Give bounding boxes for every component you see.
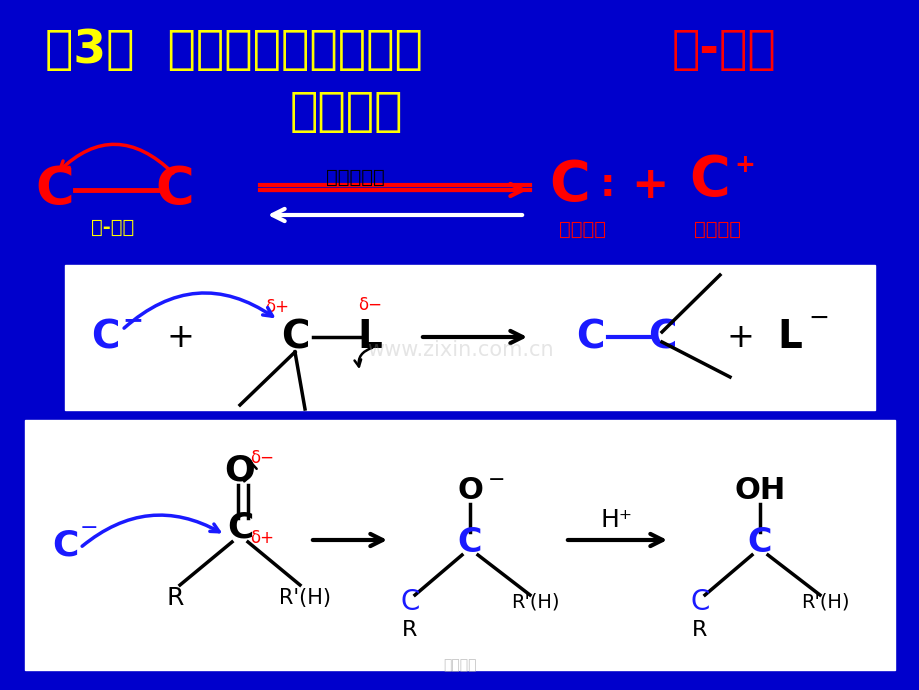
Text: R: R — [402, 620, 417, 640]
FancyArrowPatch shape — [60, 144, 173, 173]
Text: C: C — [400, 588, 419, 616]
Text: 碳-碳键: 碳-碳键 — [671, 28, 776, 73]
Text: 碳亲电体: 碳亲电体 — [694, 220, 741, 239]
Text: 形成方法: 形成方法 — [289, 90, 403, 135]
Text: R: R — [692, 620, 707, 640]
Text: 第3章  基于金属有机试剂的: 第3章 基于金属有机试剂的 — [45, 28, 423, 73]
Text: C: C — [549, 158, 590, 212]
Text: :: : — [599, 166, 615, 204]
Text: O: O — [457, 475, 482, 504]
Text: C: C — [689, 588, 709, 616]
Text: C: C — [647, 318, 675, 356]
Text: 可编辑版: 可编辑版 — [443, 658, 476, 672]
FancyArrowPatch shape — [82, 515, 219, 546]
Bar — [65, 265, 874, 410]
Text: C: C — [91, 318, 119, 356]
Text: C: C — [155, 164, 194, 216]
Text: −: − — [487, 470, 505, 490]
Text: δ−: δ− — [250, 449, 274, 467]
Text: C: C — [36, 164, 74, 216]
Text: −: − — [807, 306, 828, 330]
Text: +: + — [166, 320, 194, 353]
Text: −: − — [80, 518, 98, 538]
Text: C: C — [747, 526, 771, 558]
FancyArrowPatch shape — [244, 463, 256, 482]
Text: +: + — [630, 164, 668, 206]
Text: C: C — [280, 318, 309, 356]
Text: H⁺: H⁺ — [600, 508, 632, 532]
Text: R: R — [166, 586, 184, 610]
FancyArrowPatch shape — [354, 348, 372, 366]
Text: C: C — [227, 511, 253, 545]
Text: R'(H): R'(H) — [510, 593, 559, 611]
Text: C: C — [575, 318, 604, 356]
Text: +: + — [733, 153, 754, 177]
Text: L: L — [777, 318, 801, 356]
Text: δ+: δ+ — [265, 298, 289, 316]
Text: C: C — [689, 153, 730, 207]
Text: OH: OH — [733, 475, 785, 504]
Text: δ+: δ+ — [250, 529, 274, 547]
Text: 2: 2 — [882, 654, 894, 672]
FancyArrowPatch shape — [124, 293, 272, 328]
Text: O: O — [224, 453, 255, 487]
Text: www.zixin.com.cn: www.zixin.com.cn — [367, 340, 552, 360]
Text: +: + — [725, 320, 753, 353]
Text: −: − — [122, 308, 142, 332]
Text: R'(H): R'(H) — [800, 593, 848, 611]
Text: 碳-碳键: 碳-碳键 — [91, 218, 134, 237]
Text: C: C — [51, 528, 78, 562]
Text: R'(H): R'(H) — [278, 588, 331, 608]
Text: C: C — [458, 526, 482, 558]
Text: δ−: δ− — [357, 296, 381, 314]
Text: L: L — [357, 318, 382, 356]
Text: 离子型切断: 离子型切断 — [325, 168, 384, 187]
Bar — [25, 420, 894, 670]
Text: 碳亲核体: 碳亲核体 — [559, 220, 606, 239]
